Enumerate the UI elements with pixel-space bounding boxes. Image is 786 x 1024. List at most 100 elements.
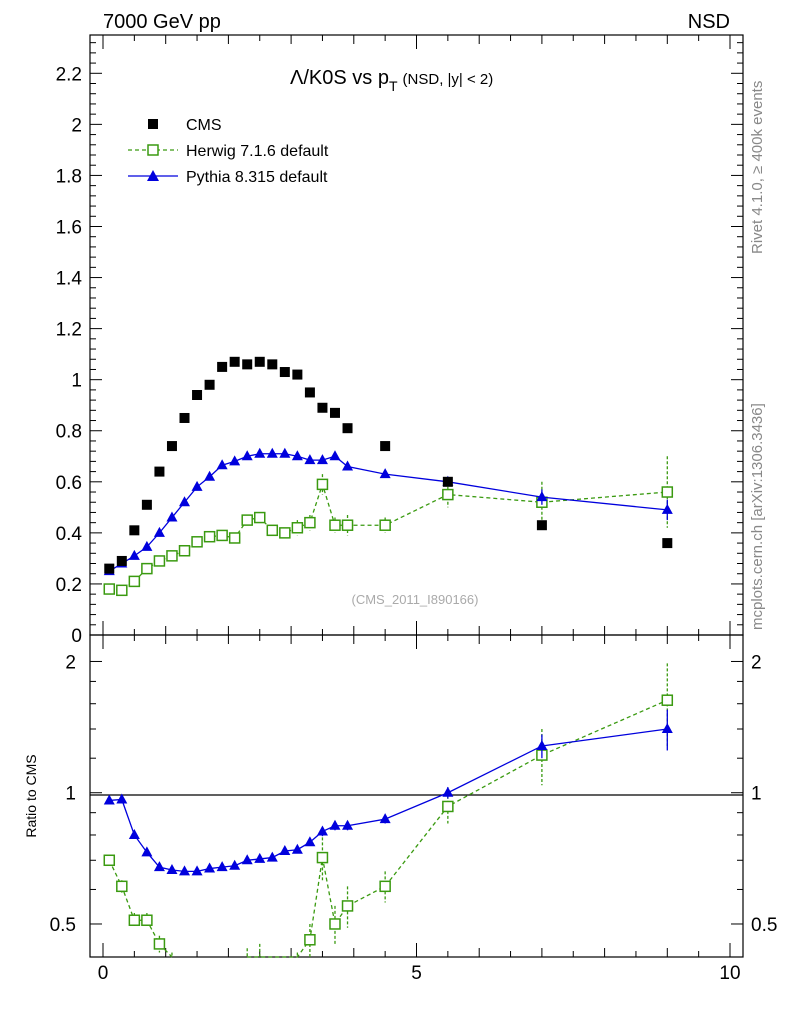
ratio-herwig-point	[153, 938, 166, 950]
cms-point	[267, 359, 278, 370]
ratio-plot-frame	[89, 634, 744, 958]
ratio-pythia-point	[166, 863, 178, 874]
cms-point	[154, 466, 165, 477]
legend-label-cms: CMS	[186, 117, 222, 134]
ratio-pythia-point	[128, 828, 140, 839]
herwig-point	[166, 550, 178, 562]
ratio-pythia-point	[241, 854, 253, 865]
herwig-point	[304, 516, 316, 529]
y-tick-label: 1.2	[56, 320, 82, 341]
ratio-herwig-point	[379, 880, 391, 893]
pythia-point	[661, 503, 673, 514]
herwig-point	[128, 575, 141, 588]
herwig-point	[203, 530, 216, 543]
y-tick-label: 1.4	[56, 269, 83, 290]
cms-point	[279, 367, 290, 378]
cms-point	[129, 525, 140, 536]
ratio-herwig-point	[116, 880, 128, 893]
ratio-pythia-point	[216, 861, 228, 872]
legend-entry-herwig: Herwig 7.1.6 default	[128, 143, 329, 160]
y-tick-label: 2	[71, 115, 82, 136]
y-tick-label: 2.2	[56, 64, 82, 85]
ratio-y-tick-label: 2	[65, 652, 76, 673]
cms-point	[317, 402, 328, 413]
ratio-pythia-point	[116, 793, 128, 804]
ratio-pythia-point	[279, 845, 291, 856]
ratio-herwig-point	[103, 854, 116, 867]
herwig-point	[216, 529, 228, 542]
cms-point	[292, 369, 303, 380]
rivet-version-label: Rivet 4.1.0, ≥ 400k events	[749, 81, 766, 254]
herwig-point	[341, 519, 354, 531]
herwig-point	[241, 514, 253, 526]
pythia-point	[254, 447, 266, 458]
legend-marker-cms	[148, 119, 158, 129]
y-tick-label: 0.2	[56, 575, 82, 596]
ratio-y-tick-label: 1	[65, 784, 76, 805]
cms-point	[204, 379, 215, 390]
y-tick-label: 0.8	[56, 422, 82, 443]
main-axis-ticks: 0 0.2 0.4 0.6 0.8 1 1.2 1.4 1.6 1.8 2 2.2	[56, 35, 743, 647]
cms-point	[342, 423, 353, 434]
pythia-point	[304, 454, 316, 465]
herwig-point	[228, 532, 241, 544]
ratio-herwig-point	[316, 851, 329, 864]
pythia-point	[141, 540, 153, 551]
pythia-point	[153, 526, 165, 537]
cms-point	[304, 387, 315, 398]
ratio-y-tick-label-right: 1	[751, 784, 762, 805]
y-tick-label: 0.6	[56, 473, 82, 494]
herwig-point	[379, 519, 391, 531]
process-label: NSD	[688, 11, 730, 33]
ratio-pythia-point	[103, 794, 115, 805]
pythia-point	[266, 447, 278, 458]
ratio-series-layer	[103, 663, 674, 958]
cms-point	[242, 359, 253, 370]
ratio-pythia-point	[141, 846, 153, 857]
ratio-pythia-point	[229, 859, 241, 870]
ratio-herwig-point	[442, 800, 454, 813]
ratio-pythia-point	[179, 865, 191, 876]
ratio-herwig-point	[661, 694, 674, 706]
herwig-point	[254, 511, 266, 524]
cms-point	[104, 563, 115, 574]
ratio-pythia-point	[379, 813, 391, 824]
x-tick-label: 5	[411, 963, 422, 984]
pythia-point	[128, 549, 140, 560]
pythia-point	[241, 450, 253, 461]
ratio-panel: 0.5 0.5 1 1 2 2 0 5 10 Ratio to CMS	[23, 634, 777, 984]
pythia-point	[329, 450, 341, 461]
ratio-herwig-point	[304, 934, 316, 946]
pythia-point	[229, 455, 241, 466]
herwig-point	[329, 519, 341, 531]
cms-point	[229, 356, 240, 367]
cms-point	[116, 555, 127, 566]
ratio-pythia-point	[204, 862, 216, 873]
plot-title-main: Λ/K0S vs p	[290, 67, 389, 89]
cms-point	[179, 412, 190, 423]
energy-label: 7000 GeV pp	[103, 11, 221, 33]
ratio-y-tick-label-right: 2	[751, 652, 762, 673]
ratio-pythia-point	[191, 865, 203, 876]
ratio-pythia-point	[442, 786, 454, 797]
legend-label-pythia: Pythia 8.315 default	[186, 169, 328, 186]
main-series-layer	[103, 356, 674, 597]
legend-label-herwig: Herwig 7.1.6 default	[186, 143, 329, 160]
legend-marker-pythia	[147, 170, 159, 181]
pythia-point	[166, 511, 178, 522]
cms-point	[166, 441, 177, 452]
ratio-pythia-point	[536, 739, 548, 750]
pythia-point	[316, 454, 328, 465]
pythia-point	[291, 450, 303, 461]
pythia-point	[216, 459, 228, 470]
plot-title-subscript: T	[389, 78, 398, 94]
cms-point	[442, 476, 453, 487]
cms-point	[217, 361, 228, 372]
x-tick-label: 10	[719, 963, 740, 984]
y-tick-label: 0	[71, 626, 82, 647]
ratio-pythia-point	[329, 819, 341, 830]
pythia-line	[108, 453, 668, 572]
pythia-point	[191, 480, 203, 491]
ratio-herwig-point	[329, 918, 341, 930]
ratio-axis-label: Ratio to CMS	[23, 754, 39, 837]
